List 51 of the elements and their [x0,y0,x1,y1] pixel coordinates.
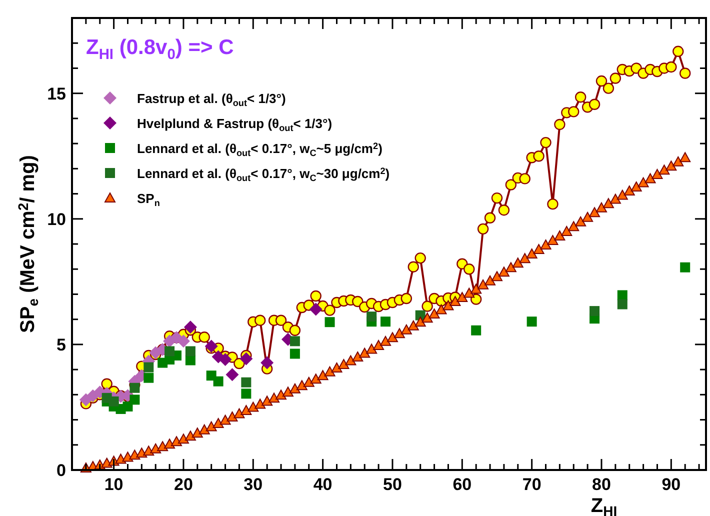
point [617,299,628,310]
point [240,352,253,366]
x-tick-label: 10 [104,475,124,494]
point [108,396,119,406]
y-tick-label: 10 [47,210,66,229]
point [185,346,196,356]
x-tick-label: 30 [244,475,263,494]
point [590,306,600,316]
x-tick-label: 20 [174,475,193,494]
legend-label: SP$_{n}$ [137,191,160,208]
legend-label: Lennard et al. (θ$_{out}$< 0.17°, w$_{C}$~30 μg/cm$^{2}$) [137,166,390,183]
legend-label: Lennard et al. (θ$_{out}$< 0.17°, w$_{C}$~5 μg/cm$^{2}$) [137,141,382,158]
point [260,356,274,370]
point [241,388,252,399]
y-tick-label: 15 [47,84,66,104]
legend-label: Fastrup et al. (θ$_{out}$< 1/3°) [137,91,286,108]
point [185,355,196,366]
point [309,302,322,316]
point [680,262,690,272]
point [184,320,197,334]
point [471,325,482,336]
x-tick-label: 70 [522,475,542,494]
x-tick-label: 50 [383,475,402,494]
point [130,382,140,393]
y-tick-label: 5 [56,335,66,354]
point [617,290,628,300]
point [144,362,154,372]
x-tick-label: 90 [662,475,681,494]
x-axis-title: Z$_{HI}$ [590,495,618,516]
point [204,340,218,353]
point [218,353,232,366]
x-tick-label: 60 [452,475,472,494]
point [526,316,537,327]
point [213,376,224,386]
point [122,401,133,412]
point [290,336,300,346]
x-tick-label: 40 [313,475,332,494]
point [324,317,335,328]
text: Z$_{HI}$ (0.8v$_{0}$) => C [86,36,234,62]
point [226,368,239,382]
point [241,377,252,388]
point [130,394,140,405]
legend-label: Hvelplund & Fastrup (θ$_{out}$< 1/3°) [137,116,332,133]
y-tick-label: 0 [56,461,66,480]
point [380,316,391,327]
point [176,334,190,348]
point [366,312,377,322]
point [144,372,154,383]
point [290,348,300,359]
point [164,346,175,356]
x-tick-label: 80 [592,475,611,494]
